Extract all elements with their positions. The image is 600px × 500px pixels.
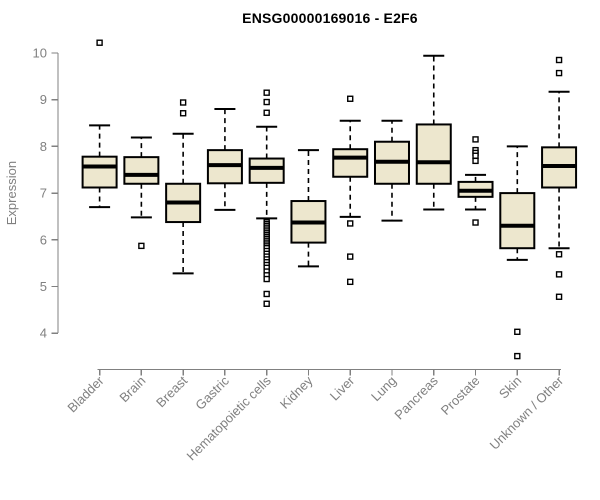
outlier-point [347,95,354,102]
boxplot-skin [499,145,536,360]
y-tick-label: 5 [40,279,47,294]
boxplot-prostate [457,136,494,226]
x-tick-label: Gastric [192,373,232,413]
outlier-point [472,157,479,165]
iqr-box [415,123,452,185]
outlier-point [263,275,270,283]
outlier-point [555,69,563,77]
boxplot-bladder [81,39,118,209]
outlier-point [555,293,563,300]
x-tick-label: Pancreas [391,373,441,423]
outlier-point [347,278,354,286]
outlier-point [472,219,479,226]
boxplot-breast [165,99,202,275]
y-tick-label: 7 [40,186,47,201]
outlier-point [263,89,270,96]
outlier-point [263,290,270,298]
x-tick-label: Skin [496,373,524,401]
iqr-box [248,157,285,184]
boxplot-pancreas [415,54,452,211]
outlier-point [555,271,563,278]
chart-title: ENSG00000169016 - E2F6 [242,10,418,26]
boxplot-brain [123,136,160,250]
y-tick-label: 8 [40,139,47,154]
outlier-point [263,300,270,307]
outlier-point [555,251,563,258]
x-tick-label: Bladder [64,373,107,416]
x-tick-label: Lung [368,373,399,404]
boxplot-hematopoietic-cells [248,89,285,307]
boxplot-kidney [290,149,327,268]
outlier-point [555,56,563,64]
outlier-point [472,152,479,159]
outlier-point [96,39,103,46]
iqr-box [81,155,118,189]
y-tick-label: 6 [40,232,47,247]
outlier-point [263,109,270,116]
outlier-point [179,110,187,117]
iqr-box [123,156,160,185]
outlier-point [514,352,521,360]
boxplot-unknown-other [541,56,578,300]
x-tick-label: Kidney [277,373,316,412]
outlier-point [179,99,187,106]
outlier-point [472,136,479,143]
outlier-point [514,328,521,335]
x-tick-label: Prostate [438,373,483,418]
boxplot-gastric [206,108,243,211]
y-tick-label: 9 [40,92,47,107]
y-axis-title: Expression [4,161,19,225]
iqr-box [332,148,369,178]
x-tick-label: Liver [327,373,358,404]
outlier-point [138,242,145,250]
boxplot-liver [332,95,369,286]
y-tick-label: 4 [40,326,47,341]
outlier-point [347,253,354,260]
x-tick-label: Breast [153,373,190,410]
outlier-point [263,98,270,106]
y-tick-label: 10 [33,46,47,61]
x-tick-label: Unknown / Other [487,373,567,453]
iqr-box [499,192,536,250]
x-tick-label: Brain [116,373,148,405]
outlier-point [347,220,354,227]
boxplot-lung [373,119,410,222]
